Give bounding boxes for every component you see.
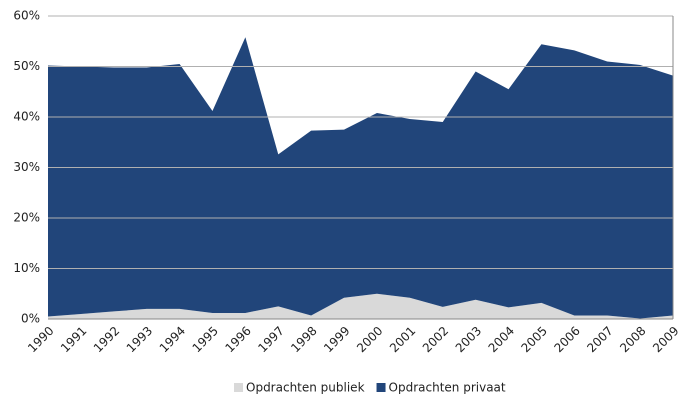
legend-item: Opdrachten privaat bbox=[376, 381, 506, 395]
x-tick-label: 1993 bbox=[124, 324, 155, 355]
x-tick-label: 1997 bbox=[255, 324, 286, 355]
x-tick-label: 2007 bbox=[584, 324, 615, 355]
x-tick-label: 2006 bbox=[551, 324, 582, 355]
x-tick-label: 2009 bbox=[650, 324, 678, 355]
x-tick-label: 2000 bbox=[354, 324, 385, 355]
y-tick-label: 50% bbox=[13, 59, 40, 73]
x-tick-label: 1998 bbox=[288, 324, 319, 355]
x-tick-label: 1990 bbox=[25, 324, 56, 355]
area bbox=[48, 293, 673, 319]
x-tick-label: 2008 bbox=[617, 324, 648, 355]
area bbox=[48, 37, 673, 319]
x-tick-label: 1995 bbox=[190, 324, 221, 355]
y-tick-label: 30% bbox=[13, 160, 40, 174]
x-tick-label: 2001 bbox=[387, 324, 418, 355]
legend-swatch bbox=[376, 383, 386, 392]
y-tick-label: 0% bbox=[21, 312, 40, 326]
x-tick-label: 2002 bbox=[420, 324, 451, 355]
x-tick-label: 2003 bbox=[453, 324, 484, 355]
legend-label: Opdrachten privaat bbox=[389, 381, 506, 395]
y-tick-label: 40% bbox=[13, 110, 40, 124]
x-tick-label: 1991 bbox=[58, 324, 89, 355]
x-tick-label: 1999 bbox=[321, 324, 352, 355]
legend-label: Opdrachten publiek bbox=[246, 381, 365, 395]
y-tick-label: 10% bbox=[13, 261, 40, 275]
x-tick-label: 1992 bbox=[91, 324, 122, 355]
legend-item: Opdrachten publiek bbox=[234, 381, 365, 395]
legend-swatch bbox=[234, 383, 243, 392]
x-tick-label: 2004 bbox=[486, 324, 517, 355]
y-tick-label: 20% bbox=[13, 211, 40, 225]
x-tick-label: 2005 bbox=[519, 324, 550, 355]
x-tick-label: 1996 bbox=[222, 324, 253, 355]
x-tick-label: 1994 bbox=[157, 324, 188, 355]
y-tick-label: 60% bbox=[13, 9, 40, 23]
